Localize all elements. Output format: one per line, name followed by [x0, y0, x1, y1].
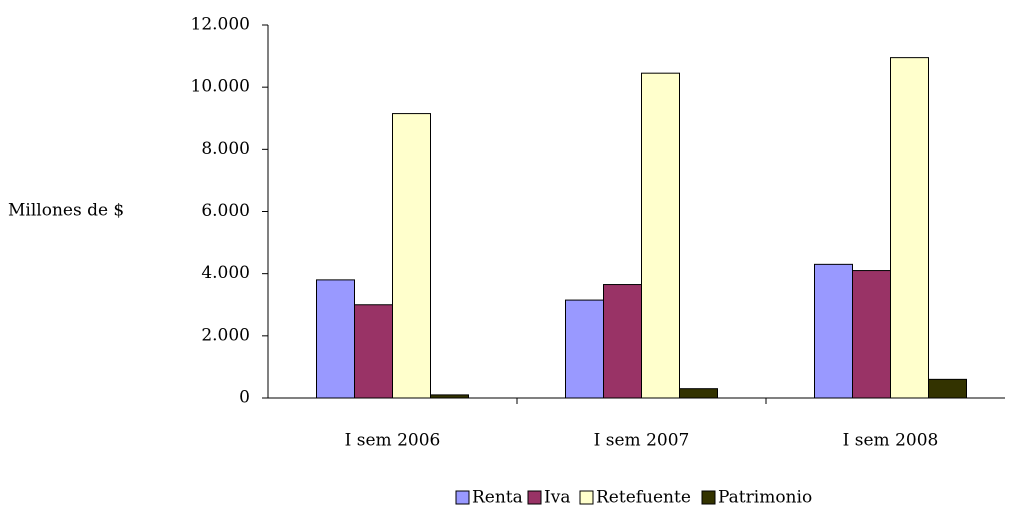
y-tick-label: 8.000	[201, 139, 250, 159]
bar	[392, 113, 431, 399]
legend-swatch	[455, 490, 470, 505]
x-tick-label: I sem 2008	[843, 431, 939, 451]
y-tick-label: 4.000	[201, 263, 250, 283]
legend-label: Retefuente	[596, 488, 691, 508]
bar	[316, 279, 355, 399]
bar	[603, 284, 642, 399]
bar	[430, 394, 469, 399]
bar	[679, 388, 718, 399]
x-tick-label: I sem 2006	[345, 431, 441, 451]
y-tick-label: 6.000	[201, 201, 250, 221]
legend-label: Iva	[544, 488, 570, 508]
y-tick-label: 0	[239, 388, 250, 408]
y-axis-label: Millones de $	[8, 201, 124, 221]
bar	[890, 57, 929, 399]
legend-swatch	[579, 490, 594, 505]
bar	[565, 299, 604, 399]
y-tick-label: 10.000	[191, 77, 250, 97]
bar	[852, 270, 891, 399]
legend-swatch	[527, 490, 542, 505]
bar	[928, 378, 967, 399]
legend-swatch	[701, 490, 716, 505]
bar	[354, 304, 393, 399]
bar	[814, 263, 853, 399]
legend-label: Renta	[472, 488, 523, 508]
y-tick-label: 2.000	[201, 325, 250, 345]
y-tick-label: 12.000	[191, 15, 250, 35]
legend-label: Patrimonio	[718, 488, 812, 508]
x-tick-label: I sem 2007	[594, 431, 690, 451]
bar	[641, 72, 680, 399]
